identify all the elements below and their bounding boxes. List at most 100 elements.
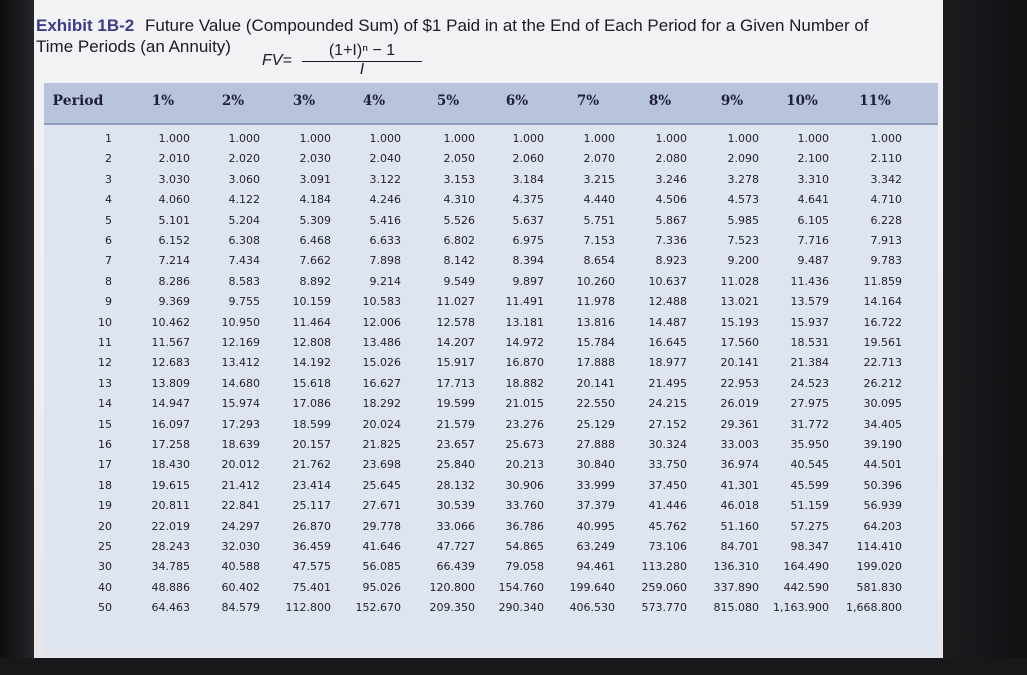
value-cell: 37.450 [648, 478, 688, 492]
value-cell: 2.040 [369, 152, 402, 166]
value-cell: 152.670 [355, 601, 402, 615]
value-cell: 30.539 [436, 499, 476, 513]
period-cell: 7 [105, 254, 112, 268]
value-cell: 337.890 [713, 580, 760, 594]
period-cell: 12 [98, 356, 112, 370]
value-cell: 10.159 [292, 295, 332, 309]
value-cell: 114.410 [856, 540, 903, 553]
value-cell: 19.599 [436, 397, 476, 411]
value-cell: 29.361 [720, 417, 760, 431]
value-cell: 34.785 [151, 560, 191, 574]
rate-header: 2% [221, 93, 245, 109]
value-cell: 6.802 [443, 234, 476, 247]
value-cell: 20.157 [292, 438, 332, 451]
value-cell: 20.213 [505, 458, 545, 472]
value-cell: 10.950 [221, 315, 261, 329]
value-cell: 84.579 [221, 601, 261, 615]
value-cell: 6.152 [158, 234, 191, 247]
value-cell: 5.867 [655, 213, 688, 227]
value-cell: 4.122 [228, 193, 261, 207]
value-cell: 20.811 [151, 499, 191, 513]
exhibit-subtitle: Time Periods (an Annuity) [36, 37, 231, 56]
value-cell: 7.523 [727, 234, 760, 247]
period-cell: 40 [98, 580, 112, 594]
table-header: Period 1% 2% 3% 4% 5% 6% 7% 8% 9% 10% 11% [44, 83, 938, 123]
value-cell: 22.841 [221, 499, 261, 513]
value-cell: 30.095 [863, 397, 903, 411]
value-cell: 2.060 [512, 152, 545, 166]
value-cell: 2.090 [727, 152, 760, 166]
value-cell: 4.506 [655, 193, 688, 207]
value-cell: 41.446 [648, 499, 688, 513]
value-cell: 19.561 [863, 336, 903, 349]
formula-numerator: (1+I)ⁿ − 1 [302, 42, 422, 62]
value-cell: 154.760 [498, 580, 545, 594]
value-cell: 7.716 [797, 234, 830, 247]
period-cell: 9 [105, 295, 112, 309]
value-cell: 3.215 [583, 172, 616, 186]
value-cell: 7.153 [583, 234, 616, 247]
value-cell: 7.336 [655, 234, 688, 247]
value-cell: 31.772 [790, 417, 830, 431]
value-cell: 13.181 [505, 315, 545, 329]
value-cell: 44.501 [863, 458, 903, 472]
value-cell: 95.026 [362, 580, 402, 594]
value-cell: 259.060 [641, 580, 688, 594]
value-cell: 40.995 [576, 519, 616, 533]
value-cell: 3.310 [797, 172, 830, 186]
value-cell: 9.783 [870, 254, 903, 268]
value-cell: 164.490 [783, 560, 830, 574]
value-cell: 23.276 [505, 417, 545, 431]
value-cell: 6.105 [797, 213, 830, 227]
photo-background-bottom [0, 658, 1027, 675]
value-cell: 16.722 [863, 315, 903, 329]
value-cell: 5.309 [299, 213, 332, 227]
value-cell: 3.184 [512, 172, 545, 186]
value-cell: 13.809 [151, 376, 191, 390]
value-cell: 79.058 [505, 560, 545, 574]
value-cell: 17.888 [576, 356, 616, 370]
period-cell: 50 [98, 601, 112, 615]
rate-header: 7% [576, 93, 600, 109]
value-cell: 1.000 [797, 132, 830, 145]
value-cell: 2.030 [299, 152, 332, 166]
period-cell: 17 [98, 458, 112, 472]
rate-header: 6% [505, 93, 529, 109]
value-cell: 56.085 [362, 560, 402, 574]
value-cell: 3.122 [369, 172, 402, 186]
period-cell: 25 [98, 540, 112, 553]
value-cell: 36.974 [720, 458, 760, 472]
value-cell: 12.006 [362, 315, 402, 329]
period-cell: 20 [98, 519, 112, 533]
value-cell: 22.550 [576, 397, 616, 411]
value-cell: 1.000 [583, 132, 616, 145]
value-cell: 6.633 [369, 234, 402, 247]
value-cell: 7.214 [158, 254, 191, 268]
value-cell: 46.018 [720, 499, 760, 513]
value-cell: 12.683 [151, 356, 191, 370]
value-cell: 20.024 [362, 417, 402, 431]
value-cell: 13.486 [362, 336, 402, 349]
value-cell: 15.937 [790, 315, 830, 329]
period-cell: 2 [105, 152, 112, 166]
value-cell: 23.414 [292, 478, 332, 492]
value-cell: 47.575 [292, 560, 332, 574]
value-cell: 6.468 [299, 234, 332, 247]
value-cell: 15.026 [362, 356, 402, 370]
value-cell: 290.340 [498, 601, 545, 615]
value-cell: 2.020 [228, 152, 261, 166]
value-cell: 10.637 [648, 274, 688, 288]
value-cell: 19.615 [151, 478, 191, 492]
period-cell: 14 [98, 397, 112, 411]
value-cell: 36.459 [292, 540, 332, 553]
value-cell: 406.530 [569, 601, 616, 615]
value-cell: 7.662 [299, 254, 332, 268]
value-cell: 16.627 [362, 376, 402, 390]
value-cell: 21.579 [436, 417, 476, 431]
value-cell: 9.549 [443, 274, 476, 288]
value-cell: 24.297 [221, 519, 261, 533]
value-cell: 11.859 [863, 274, 903, 288]
value-cell: 34.405 [863, 417, 903, 431]
value-cell: 18.531 [790, 336, 830, 349]
value-cell: 8.654 [583, 254, 616, 268]
